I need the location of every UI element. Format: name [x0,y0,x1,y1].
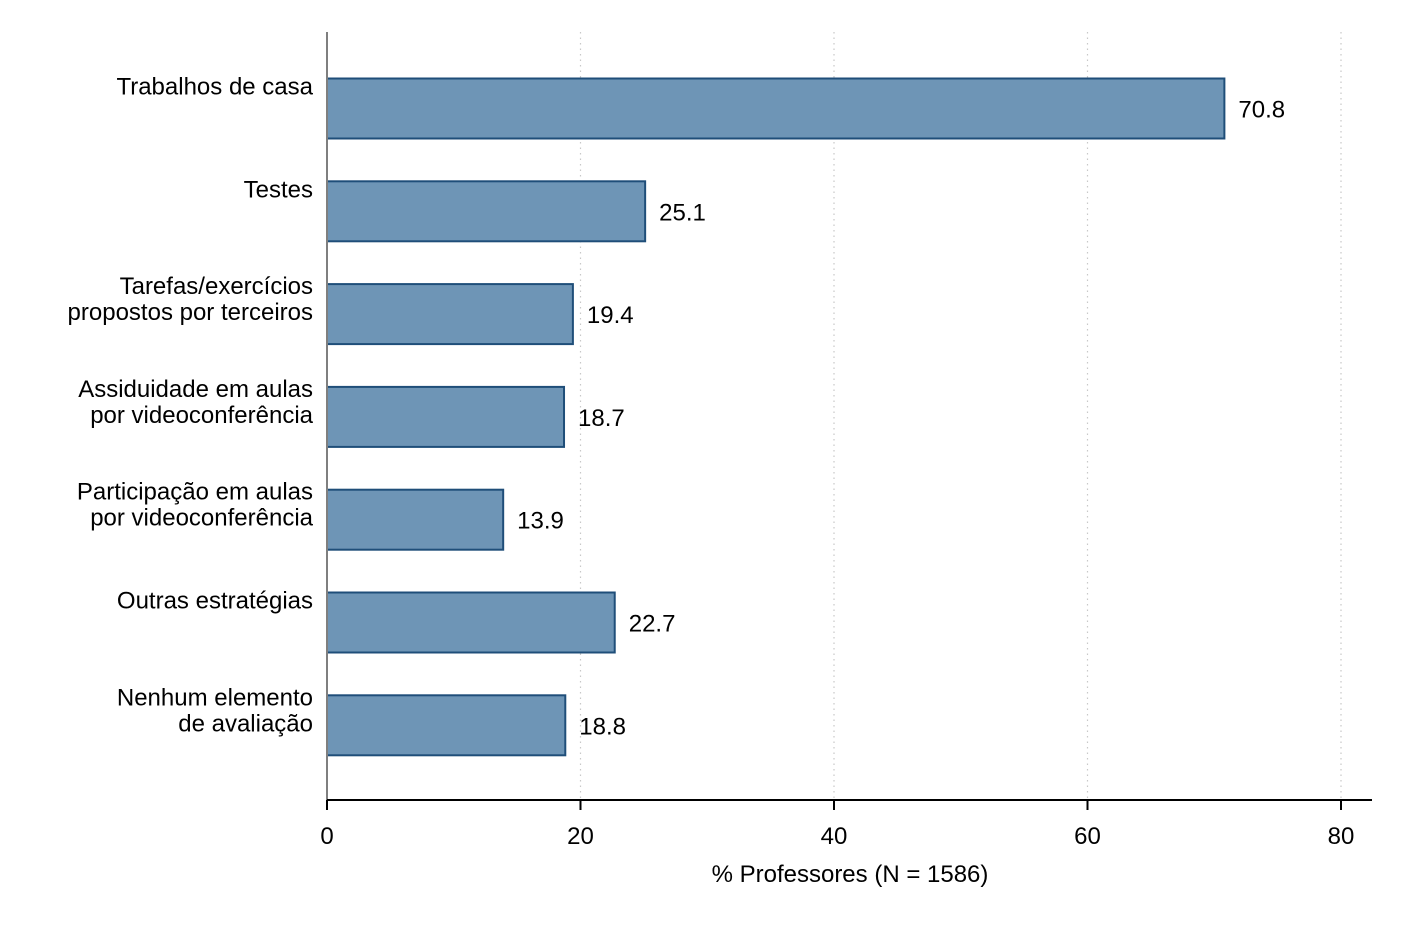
data-label: 18.8 [579,713,626,740]
category-label: por videoconferência [90,402,313,429]
category-label: Nenhum elemento [117,684,313,711]
x-tick-label: 20 [567,823,594,850]
x-tick-label: 0 [320,823,333,850]
data-label: 22.7 [629,611,676,638]
bar [326,694,567,757]
bar [326,180,647,243]
data-label: 25.1 [659,199,706,226]
bar [326,283,574,346]
category-label: Participação em aulas [77,479,313,506]
category-label: Assiduidade em aulas [78,376,313,403]
category-labels: Trabalhos de casa Testes Tarefas/exercício… [68,74,314,738]
category-label: Trabalhos de casa [116,74,313,101]
data-label: 13.9 [517,508,564,535]
value-labels: 70.8 25.1 19.4 18.7 13.9 22.7 18.8 [517,97,1285,741]
category-label: propostos por terceiros [68,299,313,326]
x-tick-label: 40 [821,823,848,850]
data-label: 18.7 [578,405,625,432]
data-label: 70.8 [1238,97,1285,124]
axes: 0 20 40 60 80 [320,32,1372,850]
category-label: Testes [244,176,313,203]
category-label: Outras estratégias [117,588,313,615]
x-axis-title: % Professores (N = 1586) [712,861,989,888]
bar [326,591,616,654]
bar [326,488,505,551]
bars [326,77,1226,757]
bar [326,385,566,448]
category-label: de avaliação [178,710,313,737]
x-tick-label: 60 [1074,823,1101,850]
grid-lines [579,32,1342,800]
bar [326,77,1226,140]
data-label: 19.4 [587,302,634,329]
x-tick-label: 80 [1328,823,1355,850]
category-label: Tarefas/exercícios [120,273,313,300]
category-label: por videoconferência [90,505,313,532]
